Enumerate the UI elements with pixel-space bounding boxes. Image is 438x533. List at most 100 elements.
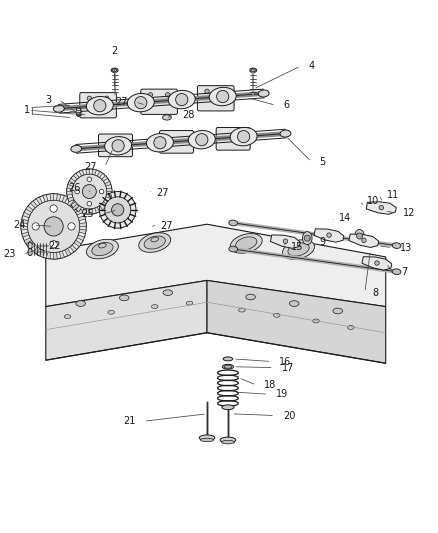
Ellipse shape xyxy=(28,248,32,256)
Ellipse shape xyxy=(283,240,314,259)
Circle shape xyxy=(176,93,188,106)
Text: 26: 26 xyxy=(68,183,81,193)
Polygon shape xyxy=(86,169,89,174)
Polygon shape xyxy=(97,171,102,177)
Circle shape xyxy=(87,201,92,206)
Text: 15: 15 xyxy=(291,242,303,252)
Ellipse shape xyxy=(239,308,245,312)
Text: 5: 5 xyxy=(319,157,326,167)
Circle shape xyxy=(87,177,92,182)
Circle shape xyxy=(217,91,229,103)
Circle shape xyxy=(205,89,209,93)
Polygon shape xyxy=(105,181,111,186)
Ellipse shape xyxy=(229,246,237,252)
Ellipse shape xyxy=(163,290,173,295)
Circle shape xyxy=(327,233,331,237)
Ellipse shape xyxy=(76,107,81,117)
Ellipse shape xyxy=(392,269,401,274)
Polygon shape xyxy=(89,209,93,214)
Polygon shape xyxy=(60,251,64,259)
Polygon shape xyxy=(76,206,81,212)
Ellipse shape xyxy=(168,91,195,109)
Circle shape xyxy=(44,217,63,236)
Text: 28: 28 xyxy=(182,110,194,120)
Circle shape xyxy=(87,96,92,100)
Ellipse shape xyxy=(348,326,354,329)
Circle shape xyxy=(68,223,75,230)
Circle shape xyxy=(99,189,104,194)
Circle shape xyxy=(72,174,107,209)
Ellipse shape xyxy=(53,105,64,112)
Ellipse shape xyxy=(392,243,401,248)
Ellipse shape xyxy=(199,435,215,441)
Circle shape xyxy=(196,134,208,146)
Text: 4: 4 xyxy=(308,61,314,71)
Circle shape xyxy=(304,235,310,241)
Polygon shape xyxy=(71,202,77,207)
Ellipse shape xyxy=(151,237,159,242)
Ellipse shape xyxy=(188,131,215,149)
Circle shape xyxy=(50,240,57,248)
Circle shape xyxy=(67,169,112,214)
Circle shape xyxy=(222,89,226,93)
Ellipse shape xyxy=(86,96,113,115)
Ellipse shape xyxy=(273,313,280,317)
Polygon shape xyxy=(82,208,87,214)
Polygon shape xyxy=(72,203,79,210)
Ellipse shape xyxy=(86,239,118,259)
Ellipse shape xyxy=(236,237,257,250)
Circle shape xyxy=(375,261,379,265)
Circle shape xyxy=(166,93,170,97)
Polygon shape xyxy=(99,204,106,210)
Text: 27: 27 xyxy=(160,221,173,231)
Polygon shape xyxy=(31,201,37,208)
Text: 1: 1 xyxy=(25,106,31,116)
Polygon shape xyxy=(50,193,53,200)
Ellipse shape xyxy=(108,310,114,314)
Polygon shape xyxy=(207,280,386,364)
Polygon shape xyxy=(57,194,61,201)
FancyBboxPatch shape xyxy=(141,89,177,115)
Ellipse shape xyxy=(355,229,364,243)
Ellipse shape xyxy=(280,130,291,137)
Circle shape xyxy=(82,184,96,198)
Polygon shape xyxy=(80,223,86,227)
Circle shape xyxy=(28,200,80,253)
Text: 22: 22 xyxy=(48,240,60,251)
Polygon shape xyxy=(78,216,85,221)
Ellipse shape xyxy=(246,294,255,300)
FancyBboxPatch shape xyxy=(80,93,117,118)
Polygon shape xyxy=(46,224,386,306)
Circle shape xyxy=(154,136,166,149)
Polygon shape xyxy=(23,212,30,218)
FancyBboxPatch shape xyxy=(159,131,194,153)
Ellipse shape xyxy=(288,243,309,256)
Polygon shape xyxy=(67,199,74,206)
Polygon shape xyxy=(95,207,99,213)
Polygon shape xyxy=(33,247,40,254)
Polygon shape xyxy=(366,202,396,214)
Polygon shape xyxy=(103,199,110,205)
Circle shape xyxy=(99,191,136,228)
Polygon shape xyxy=(46,280,207,360)
Ellipse shape xyxy=(113,69,117,71)
Polygon shape xyxy=(69,178,75,184)
Text: 10: 10 xyxy=(367,196,380,206)
Polygon shape xyxy=(67,184,73,189)
Ellipse shape xyxy=(230,127,257,146)
Ellipse shape xyxy=(139,233,171,252)
Circle shape xyxy=(112,140,124,152)
Polygon shape xyxy=(76,209,83,215)
Ellipse shape xyxy=(162,115,171,120)
Ellipse shape xyxy=(186,301,193,305)
Text: 19: 19 xyxy=(276,389,288,399)
Ellipse shape xyxy=(64,314,71,319)
Polygon shape xyxy=(26,206,33,213)
Ellipse shape xyxy=(251,69,255,71)
Ellipse shape xyxy=(209,87,236,106)
Ellipse shape xyxy=(201,438,214,442)
Ellipse shape xyxy=(28,242,32,249)
Ellipse shape xyxy=(230,233,262,253)
Polygon shape xyxy=(21,227,28,230)
Circle shape xyxy=(105,96,109,100)
